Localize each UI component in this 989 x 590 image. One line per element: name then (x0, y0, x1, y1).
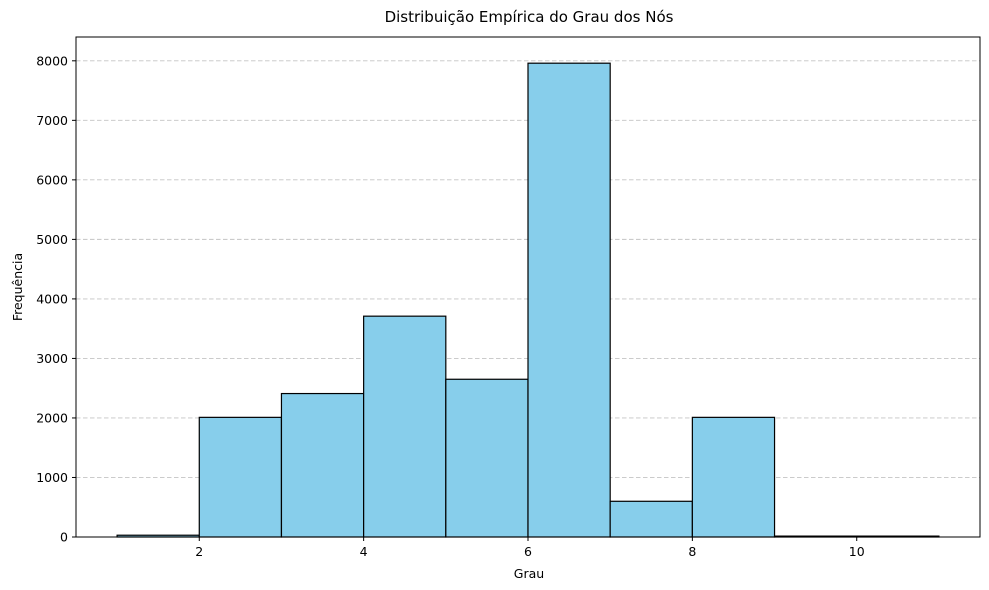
ticks: 2 4 6 8 10 0 1000 2000 3000 4000 5000 6000 7000 8000 (36, 53, 865, 559)
x-tick-label: 4 (360, 544, 368, 559)
y-axis-label: Frequência (10, 253, 25, 321)
y-tick-label: 8000 (36, 53, 68, 68)
y-tick-label: 5000 (36, 232, 68, 247)
x-tick-label: 10 (849, 544, 865, 559)
y-tick-label: 7000 (36, 113, 68, 128)
histogram-bar (527, 62, 611, 538)
chart-title: Distribuição Empírica do Grau dos Nós (385, 8, 674, 26)
histogram-bar (363, 315, 447, 538)
y-tick-label: 1000 (36, 470, 68, 485)
x-tick-label: 8 (688, 544, 696, 559)
histogram-bar (691, 416, 776, 538)
y-tick-label: 6000 (36, 172, 68, 187)
x-axis-label: Grau (514, 566, 544, 581)
x-tick-label: 6 (524, 544, 532, 559)
histogram-bar (445, 378, 529, 538)
histogram-bar (609, 500, 693, 538)
y-tick-label: 3000 (36, 351, 68, 366)
y-tick-label: 4000 (36, 291, 68, 306)
x-tick-label: 2 (195, 544, 203, 559)
y-tick-label: 0 (60, 530, 68, 545)
histogram-bar (198, 416, 283, 538)
y-tick-label: 2000 (36, 410, 68, 425)
bars (116, 62, 940, 538)
histogram-bar (280, 392, 365, 538)
